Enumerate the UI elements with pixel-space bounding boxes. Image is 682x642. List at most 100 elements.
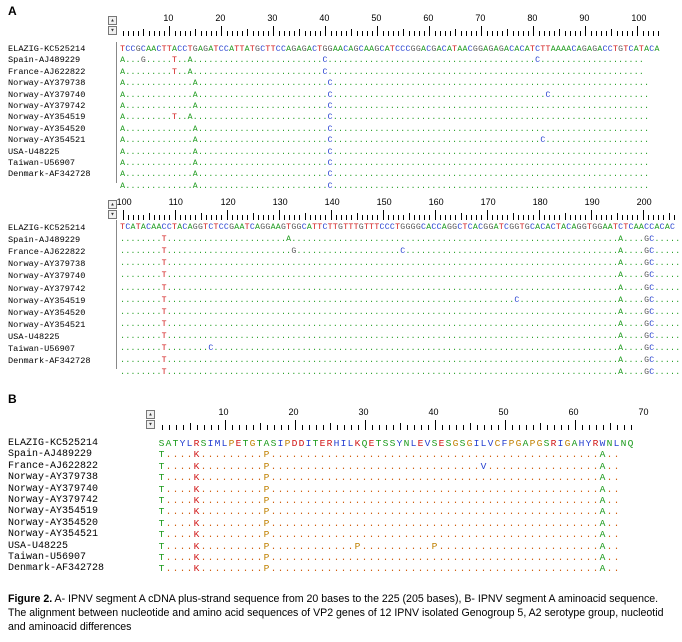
ruler-tick	[289, 31, 290, 36]
aligned-sequence: T....K.........P........................…	[158, 449, 620, 461]
ruler-tick	[226, 31, 228, 36]
ruler-tick	[653, 31, 654, 36]
ruler-tick	[190, 215, 192, 220]
name-column-divider	[116, 42, 117, 183]
aligned-sequence: ........T...............................…	[120, 307, 681, 317]
ruler-tick	[351, 215, 353, 220]
taxon-name: Norway-AY354521	[8, 529, 99, 541]
ruler-tick	[413, 31, 415, 36]
ruler-tick	[424, 215, 426, 220]
ruler-tick	[518, 425, 520, 430]
ruler-tick	[476, 215, 478, 220]
ruler-tick	[211, 31, 212, 36]
ruler-tick	[429, 26, 431, 36]
ruler-tick	[637, 215, 639, 220]
ruler-tick	[476, 425, 478, 430]
scroll-down-button[interactable]: ▾	[108, 210, 117, 219]
taxon-name: France-AJ622822	[8, 460, 99, 472]
taxon-name: Norway-AY379740	[8, 483, 99, 495]
ruler-label: 10	[163, 13, 174, 23]
ruler-label: 50	[371, 13, 382, 23]
scroll-down-button[interactable]: ▾	[108, 26, 117, 35]
ruler-tick	[590, 31, 592, 36]
scroll-up-button[interactable]: ▴	[108, 16, 117, 25]
ruler-tick	[585, 26, 587, 36]
aligned-sequence: A.............A.........................…	[120, 136, 649, 146]
ruler-tick	[164, 31, 166, 36]
ruler-tick	[533, 215, 535, 220]
ruler-tick	[601, 31, 602, 36]
ruler-tick	[372, 31, 374, 36]
ruler-tick	[242, 215, 244, 220]
ruler-tick	[200, 31, 202, 36]
ruler-tick	[616, 213, 618, 220]
ruler-tick	[252, 425, 254, 430]
ruler-label: 70	[638, 407, 649, 417]
ruler-tick	[226, 210, 228, 220]
ruler-tick	[304, 31, 306, 36]
ruler-tick	[559, 215, 561, 220]
ruler-tick	[242, 31, 244, 36]
aligned-sequence: A.........T..A.........................C…	[120, 67, 644, 77]
ruler-tick	[343, 425, 345, 430]
scroll-up-button[interactable]: ▴	[146, 410, 155, 419]
ruler-tick	[673, 215, 675, 220]
ruler-tick	[481, 215, 483, 220]
ruler-tick	[174, 210, 176, 220]
taxon-name: Norway-AY354521	[8, 135, 86, 146]
aligned-sequence: ........T...............................…	[120, 368, 681, 378]
aligned-sequence: ........T...............................…	[120, 295, 681, 305]
taxon-name: Norway-AY379742	[8, 101, 86, 111]
ruler-tick	[611, 215, 613, 220]
aligned-sequence: T....K.........P............P..........P…	[158, 540, 620, 552]
ruler-tick	[161, 425, 163, 430]
ruler-tick	[455, 425, 457, 430]
ruler-tick	[642, 210, 644, 220]
ruler-label: 190	[584, 197, 600, 207]
ruler-label: 120	[220, 197, 236, 207]
figure-label: Figure 2.	[8, 593, 53, 605]
ruler-tick	[185, 31, 186, 36]
ruler-tick	[585, 215, 587, 220]
ruler-tick	[602, 425, 604, 430]
aligned-sequence: ........T...............................…	[120, 259, 681, 269]
ruler-tick	[283, 31, 285, 36]
aligned-sequence: T....K.........P........................…	[158, 495, 620, 506]
ruler-tick	[133, 31, 134, 36]
ruler-tick	[377, 215, 379, 220]
ruler-tick	[127, 31, 129, 36]
ruler-tick	[143, 215, 145, 220]
ruler-label: 20	[215, 13, 226, 23]
aligned-sequence: A.............A.........................…	[120, 90, 649, 100]
ruler-tick	[273, 26, 275, 36]
ruler-tick	[642, 31, 644, 36]
taxon-name: Norway-AY379738	[8, 472, 99, 484]
ruler-tick	[538, 31, 540, 36]
scroll-down-button[interactable]: ▾	[146, 420, 155, 429]
ruler-tick	[511, 425, 513, 430]
taxon-name: France-AJ622822	[8, 66, 86, 77]
reference-sequence: TCATACAACCTACAGGTCTCCGAATCAGGAAGTGGCATTC…	[120, 223, 675, 232]
ruler-tick	[189, 423, 191, 430]
ruler-tick	[549, 31, 550, 36]
taxon-name: Norway-AY379738	[8, 78, 86, 89]
ruler-tick	[523, 215, 524, 220]
ruler-tick	[289, 215, 290, 220]
ruler-tick	[595, 425, 597, 430]
ruler-label: 100	[631, 13, 647, 23]
aligned-sequence: A.........T..A..........................…	[120, 113, 649, 123]
taxon-name: Spain-AJ489229	[8, 55, 81, 66]
ruler-tick	[196, 425, 198, 430]
taxon-name: Norway-AY354519	[8, 112, 86, 123]
ruler-tick	[153, 215, 155, 220]
ruler-tick	[367, 31, 368, 36]
ruler-tick	[448, 425, 450, 430]
taxon-name: Norway-AY379742	[8, 495, 99, 506]
ruler-label: 110	[168, 197, 183, 207]
ruler-tick	[268, 31, 270, 36]
scroll-up-button[interactable]: ▴	[108, 200, 117, 209]
ruler-tick	[320, 215, 322, 220]
ruler-tick	[663, 215, 665, 220]
taxon-name: ELAZIG-KC525214	[8, 438, 99, 449]
ruler-tick	[216, 215, 218, 220]
